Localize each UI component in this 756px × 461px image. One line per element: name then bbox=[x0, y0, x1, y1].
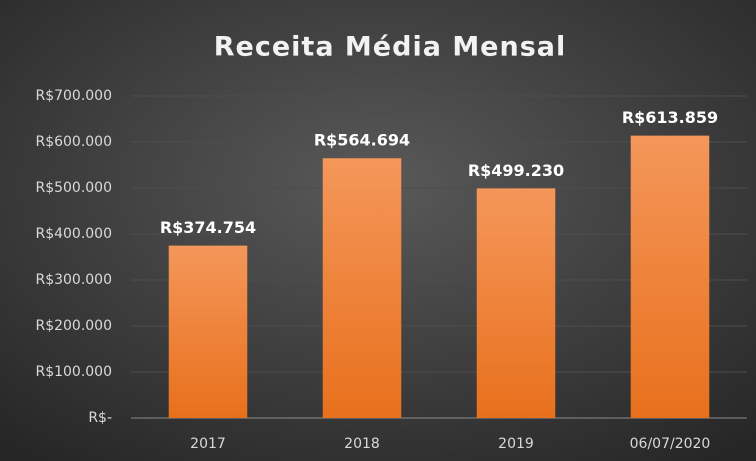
bar bbox=[476, 188, 556, 418]
y-tick-label: R$100.000 bbox=[35, 364, 112, 380]
data-label: R$374.754 bbox=[160, 218, 256, 237]
y-tick-label: R$400.000 bbox=[35, 226, 112, 242]
y-tick-label: R$700.000 bbox=[35, 88, 112, 104]
chart-title: Receita Média Mensal bbox=[214, 32, 567, 63]
data-label: R$613.859 bbox=[622, 108, 718, 127]
y-tick-label: R$300.000 bbox=[35, 272, 112, 288]
data-label: R$499.230 bbox=[468, 161, 564, 180]
data-label: R$564.694 bbox=[314, 131, 410, 150]
bar bbox=[168, 245, 248, 418]
bar bbox=[322, 158, 402, 418]
y-tick-label: R$600.000 bbox=[35, 134, 112, 150]
x-tick-label: 2017 bbox=[190, 436, 226, 452]
x-tick-label: 2018 bbox=[344, 436, 380, 452]
y-tick-label: R$200.000 bbox=[35, 318, 112, 334]
x-tick-label: 2019 bbox=[498, 436, 534, 452]
bar bbox=[630, 135, 710, 418]
y-tick-label: R$500.000 bbox=[35, 180, 112, 196]
y-tick-label: R$- bbox=[88, 410, 112, 426]
x-tick-label: 06/07/2020 bbox=[630, 436, 711, 452]
